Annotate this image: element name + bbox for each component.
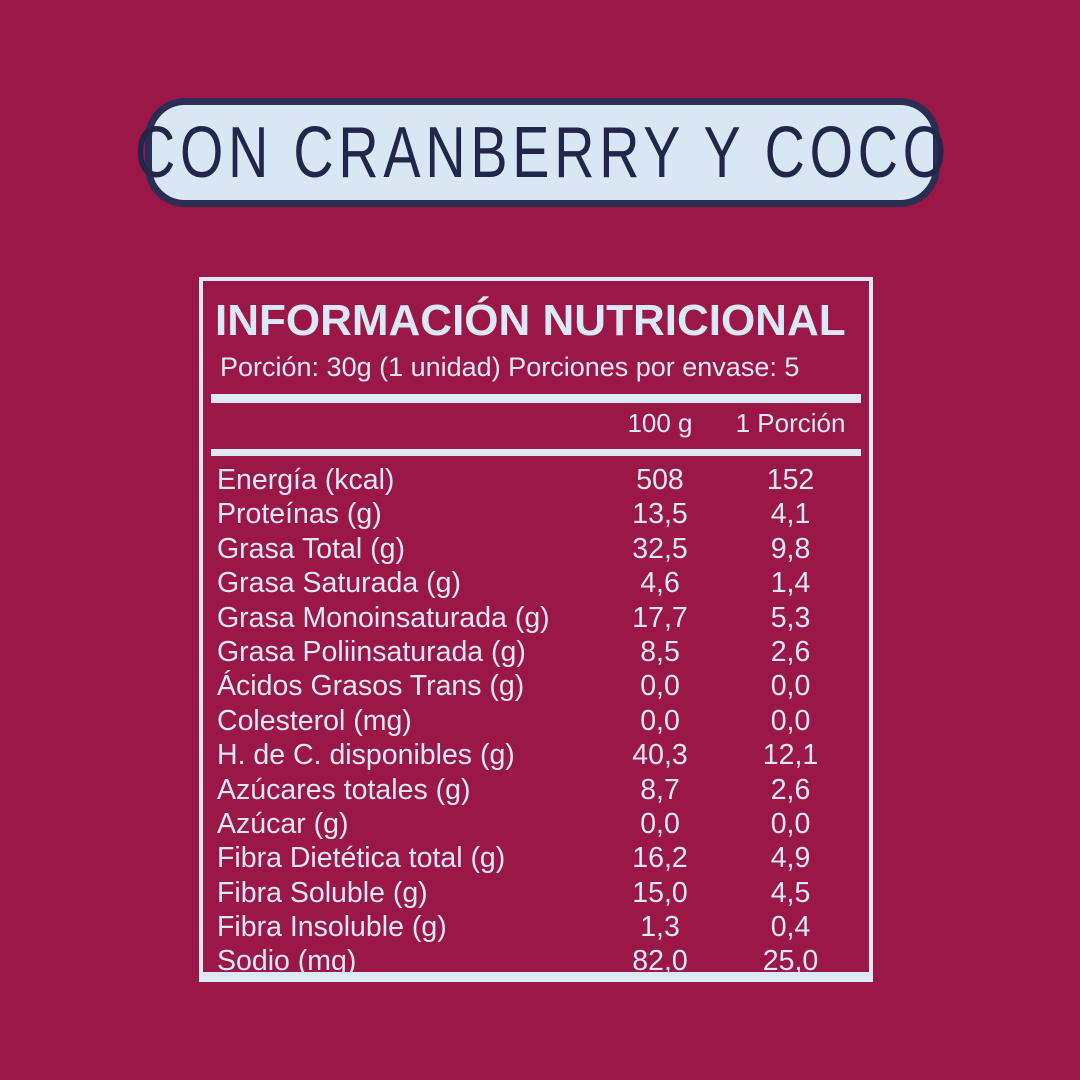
- row-value-portion: 4,1: [770, 498, 811, 531]
- column-header-porcion: 1 Porción: [735, 408, 846, 438]
- nutrition-row: Colesterol (mg) 0,0 0,0: [211, 705, 861, 739]
- row-label: Grasa Poliinsaturada (g): [217, 635, 526, 668]
- nutrition-row: H. de C. disponibles (g) 40,3 12,1: [211, 739, 861, 773]
- nutrition-facts-table: INFORMACIÓN NUTRICIONAL Porción: 30g (1 …: [199, 277, 873, 982]
- row-label: Grasa Saturada (g): [217, 567, 461, 600]
- row-value-portion: 2,6: [770, 635, 811, 668]
- row-value-portion: 0,0: [770, 807, 811, 840]
- row-value-portion: 4,9: [770, 842, 811, 875]
- nutrition-rows: Energía (kcal) 508 152 Proteínas (g) 13,…: [211, 464, 861, 980]
- row-value-portion: 1,4: [770, 567, 811, 600]
- row-label: Grasa Total (g): [217, 532, 405, 565]
- nutrition-row: Grasa Total (g) 32,5 9,8: [211, 533, 861, 567]
- row-value-portion: 5,3: [770, 601, 811, 634]
- row-label: Energía (kcal): [217, 464, 395, 496]
- nutrition-row: Grasa Monoinsaturada (g) 17,7 5,3: [211, 602, 861, 636]
- nutrition-row: Ácidos Grasos Trans (g) 0,0 0,0: [211, 670, 861, 704]
- nutrition-row: Sodio (mg) 82,0 25,0: [211, 945, 861, 979]
- divider-header: [211, 449, 861, 456]
- row-value-100g: 82,0: [632, 945, 688, 978]
- column-header-row: 100 g 1 Porción: [211, 403, 861, 449]
- row-label: Fibra Insoluble (g): [217, 911, 447, 944]
- nutrition-row: Azúcar (g) 0,0 0,0: [211, 808, 861, 842]
- row-value-portion: 2,6: [770, 773, 811, 806]
- row-value-100g: 17,7: [632, 601, 688, 634]
- row-label: Ácidos Grasos Trans (g): [217, 670, 525, 703]
- row-value-100g: 15,0: [632, 876, 688, 909]
- row-value-100g: 8,7: [640, 773, 680, 806]
- serving-info: Porción: 30g (1 unidad) Porciones por en…: [220, 352, 800, 382]
- row-value-100g: 0,0: [640, 704, 680, 737]
- nutrition-row: Fibra Insoluble (g) 1,3 0,4: [211, 911, 861, 945]
- nutrition-row: Grasa Saturada (g) 4,6 1,4: [211, 567, 861, 601]
- row-value-100g: 0,0: [640, 807, 680, 840]
- row-value-100g: 32,5: [632, 532, 688, 565]
- row-value-100g: 4,6: [640, 567, 680, 600]
- row-label: Fibra Dietética total (g): [217, 842, 506, 875]
- row-value-100g: 13,5: [632, 498, 688, 531]
- row-label: Azúcar (g): [217, 807, 349, 840]
- nutrition-row: Grasa Poliinsaturada (g) 8,5 2,6: [211, 636, 861, 670]
- row-label: Grasa Monoinsaturada (g): [217, 601, 550, 634]
- row-value-portion: 0,4: [770, 911, 811, 944]
- row-label: Azúcares totales (g): [217, 773, 471, 806]
- divider-top: [211, 394, 861, 403]
- row-value-100g: 508: [636, 464, 684, 496]
- flavor-badge-label: CON CRANBERRY Y COCO: [134, 111, 951, 194]
- row-value-100g: 16,2: [632, 842, 688, 875]
- row-value-portion: 0,0: [770, 670, 811, 703]
- row-value-portion: 152: [766, 464, 815, 496]
- row-value-100g: 1,3: [640, 911, 680, 944]
- row-value-portion: 25,0: [762, 945, 819, 978]
- column-header-100g: 100 g: [627, 408, 693, 438]
- row-label: Colesterol (mg): [217, 704, 412, 737]
- row-value-100g: 8,5: [640, 635, 680, 668]
- flavor-badge: CON CRANBERRY Y COCO: [135, 98, 946, 207]
- row-label: H. de C. disponibles (g): [217, 739, 515, 772]
- row-value-portion: 4,5: [770, 876, 811, 909]
- row-value-portion: 9,8: [770, 532, 811, 565]
- row-value-100g: 40,3: [632, 739, 688, 772]
- row-label: Proteínas (g): [217, 498, 382, 531]
- row-value-portion: 0,0: [770, 704, 811, 737]
- nutrition-row: Azúcares totales (g) 8,7 2,6: [211, 774, 861, 808]
- nutrition-row: Energía (kcal) 508 152: [211, 464, 861, 498]
- nutrition-table-title: INFORMACIÓN NUTRICIONAL: [215, 296, 846, 345]
- nutrition-row: Fibra Dietética total (g) 16,2 4,9: [211, 842, 861, 876]
- row-label: Fibra Soluble (g): [217, 876, 428, 909]
- row-value-100g: 0,0: [640, 670, 680, 703]
- row-label: Sodio (mg): [217, 945, 357, 978]
- row-value-portion: 12,1: [762, 739, 819, 772]
- nutrition-row: Proteínas (g) 13,5 4,1: [211, 498, 861, 532]
- nutrition-row: Fibra Soluble (g) 15,0 4,5: [211, 877, 861, 911]
